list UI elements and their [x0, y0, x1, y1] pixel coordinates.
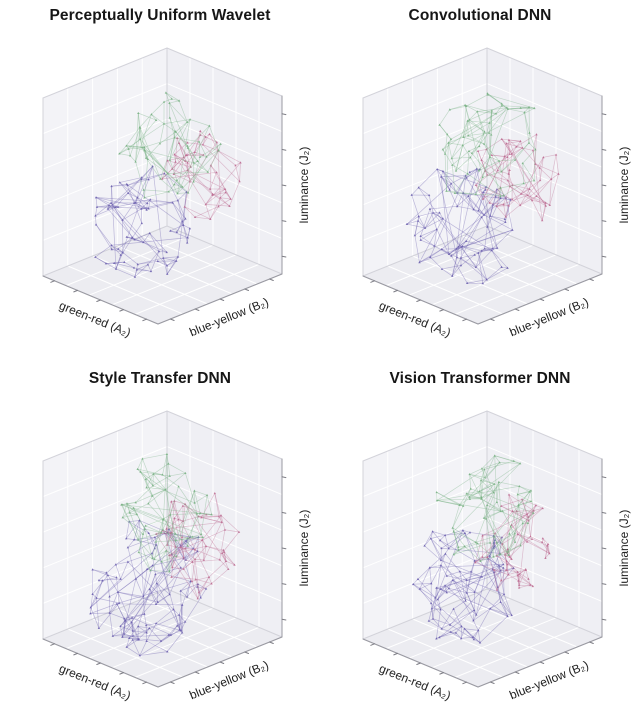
z-axis-label: luminance (J₂): [617, 146, 631, 224]
plot-canvas: [0, 28, 320, 363]
subplot-perceptually-uniform-wavelet: Perceptually Uniform Wavelet green-red (…: [0, 0, 320, 363]
plot-area: green-red (A₂) blue-yellow (B₂) luminanc…: [0, 391, 320, 726]
z-axis-label: luminance (J₂): [297, 146, 311, 224]
subplot-convolutional-dnn: Convolutional DNN green-red (A₂) blue-ye…: [320, 0, 640, 363]
plot-area: green-red (A₂) blue-yellow (B₂) luminanc…: [320, 391, 640, 726]
plot-area: green-red (A₂) blue-yellow (B₂) luminanc…: [320, 28, 640, 363]
subplot-vision-transformer-dnn: Vision Transformer DNN green-red (A₂) bl…: [320, 363, 640, 726]
plot-title: Vision Transformer DNN: [389, 370, 571, 387]
plot-title: Convolutional DNN: [408, 7, 552, 24]
plot-canvas: [320, 391, 640, 726]
plot-title: Style Transfer DNN: [88, 370, 232, 387]
plot-canvas: [320, 28, 640, 363]
z-axis-label: luminance (J₂): [297, 509, 311, 587]
plot-title: Perceptually Uniform Wavelet: [49, 7, 271, 24]
plot-canvas: [0, 391, 320, 726]
plot-area: green-red (A₂) blue-yellow (B₂) luminanc…: [0, 28, 320, 363]
subplot-style-transfer-dnn: Style Transfer DNN green-red (A₂) blue-y…: [0, 363, 320, 726]
z-axis-label: luminance (J₂): [617, 509, 631, 587]
